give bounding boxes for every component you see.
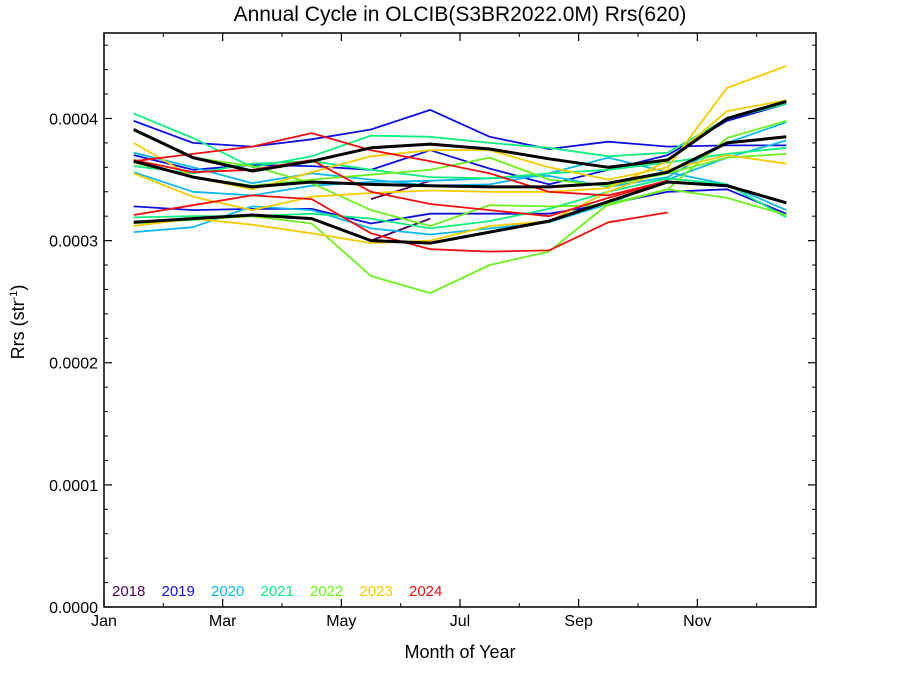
- y-tick-label: 0.0003: [49, 234, 98, 251]
- x-tick-label: Sep: [564, 613, 593, 630]
- series-line-20: [133, 159, 668, 218]
- legend-entry-2024: 2024: [409, 583, 442, 600]
- chart-title: Annual Cycle in OLCIB(S3BR2022.0M) Rrs(6…: [234, 3, 687, 26]
- legend-entry-2023: 2023: [360, 583, 393, 600]
- legend-entry-2021: 2021: [261, 583, 294, 600]
- series-line-23: [133, 180, 787, 245]
- legend-entry-2020: 2020: [211, 583, 244, 600]
- series-line-18: [133, 132, 668, 197]
- y-axis-label-close: ): [8, 285, 28, 291]
- y-axis-label-superscript: -1: [8, 291, 20, 301]
- x-tick-label: Jul: [450, 613, 470, 630]
- x-tick-label: Jan: [91, 613, 117, 630]
- x-tick-label: May: [326, 613, 356, 630]
- plot-frame: [103, 32, 817, 608]
- y-tick-label: 0.0004: [49, 111, 98, 128]
- y-axis: 0.0000 0.0001 0.0002 0.0003 0.0004: [49, 44, 816, 617]
- series-layer: [133, 65, 787, 294]
- y-axis-label-main: Rrs (str: [8, 300, 28, 359]
- y-tick-label: 0.0000: [49, 600, 98, 617]
- series-line-21: [133, 99, 787, 173]
- y-axis-label: Rrs (str-1): [8, 285, 28, 360]
- x-axis: Jan Mar May Jul Sep Nov: [91, 33, 758, 630]
- legend-entry-2022: 2022: [310, 583, 343, 600]
- series-line-22: [133, 135, 787, 189]
- series-line-6: [133, 139, 787, 236]
- x-axis-label: Month of Year: [404, 642, 515, 662]
- y-tick-label: 0.0001: [49, 478, 98, 495]
- legend: 2018 2019 2020 2021 2022 2023 2024: [112, 583, 442, 600]
- legend-entry-2019: 2019: [162, 583, 195, 600]
- legend-entry-2018: 2018: [112, 583, 145, 600]
- series-line-2: [370, 217, 431, 242]
- series-line-9: [133, 102, 787, 169]
- series-line-12: [133, 120, 787, 227]
- y-tick-label: 0.0002: [49, 356, 98, 373]
- x-tick-label: Nov: [683, 613, 711, 630]
- x-tick-label: Mar: [209, 613, 237, 630]
